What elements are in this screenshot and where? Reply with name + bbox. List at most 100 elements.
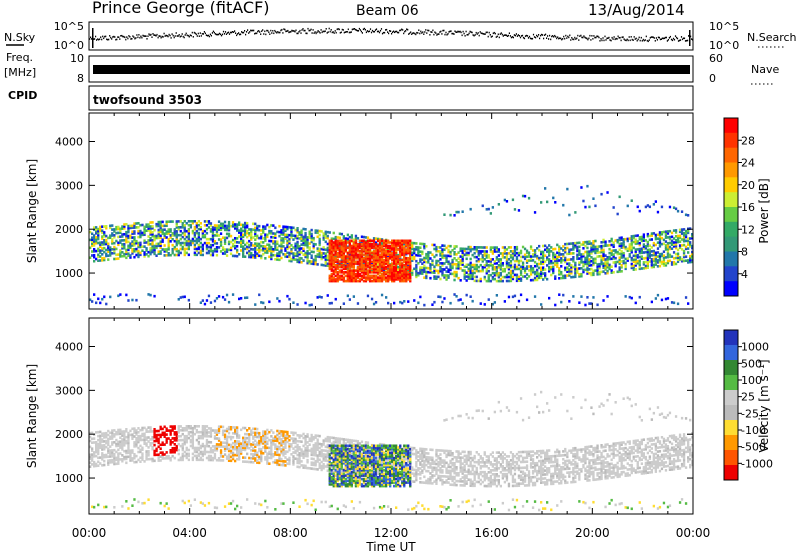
echo-cell	[662, 262, 666, 265]
echo-cell	[91, 447, 94, 450]
echo-cell	[413, 299, 416, 302]
echo-cell	[664, 230, 668, 233]
echo-cell	[687, 237, 690, 240]
nsky-point	[648, 39, 650, 41]
echo-cell	[177, 251, 180, 255]
echo-cell	[519, 279, 523, 282]
echo-cell	[143, 253, 146, 256]
echo-cell	[461, 261, 464, 264]
nsky-point	[661, 37, 663, 40]
echo-cell	[276, 242, 279, 246]
echo-cell	[453, 293, 456, 296]
echo-cell	[382, 265, 386, 269]
echo-cell	[533, 270, 537, 274]
echo-cell	[350, 272, 354, 276]
echo-cell	[131, 435, 134, 438]
nsky-point	[567, 35, 569, 38]
echo-cell	[509, 269, 513, 273]
echo-cell	[542, 250, 545, 254]
echo-cell	[362, 271, 366, 274]
echo-cell	[328, 244, 331, 248]
echo-cell	[314, 243, 317, 246]
echo-cell	[566, 246, 569, 250]
echo-cell	[330, 274, 333, 278]
echo-cell	[536, 272, 539, 276]
echo-cell	[151, 240, 154, 244]
echo-cell	[513, 263, 517, 267]
echo-cell	[197, 220, 201, 223]
echo-cell	[670, 247, 674, 250]
nsky-point	[163, 32, 165, 35]
echo-cell	[612, 253, 615, 256]
echo-cell	[99, 446, 102, 449]
echo-cell	[103, 258, 106, 262]
echo-cell	[477, 259, 480, 263]
nsky-point	[254, 32, 256, 35]
echo-cell	[95, 450, 98, 454]
echo-cell	[590, 302, 593, 305]
echo-cell	[147, 241, 150, 244]
echo-cell	[209, 230, 213, 233]
echo-cell	[250, 234, 253, 237]
echo-cell	[193, 239, 197, 243]
echo-cell	[523, 253, 527, 257]
echo-cell	[666, 232, 670, 235]
echo-cell	[278, 244, 281, 248]
nsky-point	[169, 34, 171, 37]
echo-cell	[274, 240, 277, 243]
echo-cell	[127, 228, 130, 232]
echo-cell	[566, 242, 569, 246]
echo-cell	[115, 450, 118, 454]
echo-cell	[608, 267, 611, 271]
echo-cell	[149, 250, 152, 254]
echo-cell	[670, 263, 674, 266]
echo-cell	[443, 213, 446, 216]
echo-cell	[231, 225, 235, 228]
echo-cell	[119, 440, 122, 443]
echo-cell	[529, 247, 533, 250]
echo-cell	[324, 240, 327, 244]
echo-cell	[453, 247, 456, 250]
echo-cell	[628, 243, 631, 246]
echo-cell	[111, 242, 114, 245]
echo-cell	[284, 227, 287, 231]
nsky-point	[363, 27, 365, 30]
echo-cell	[409, 274, 412, 278]
echo-cell	[272, 253, 275, 257]
echo-cell	[374, 258, 378, 262]
echo-cell	[354, 278, 358, 281]
echo-cell	[356, 271, 360, 274]
echo-cell	[378, 271, 382, 274]
echo-cell	[103, 250, 106, 254]
echo-cell	[509, 254, 513, 257]
echo-cell	[382, 250, 386, 253]
echo-cell	[497, 279, 501, 283]
echo-cell	[443, 254, 446, 257]
echo-cell	[618, 236, 621, 240]
echo-cell	[548, 267, 551, 271]
echo-cell	[558, 251, 561, 254]
echo-cell	[167, 220, 170, 223]
echo-cell	[254, 252, 257, 255]
echo-cell	[401, 269, 404, 272]
echo-cell	[674, 256, 678, 260]
echo-cell	[689, 245, 692, 248]
echo-cell	[121, 227, 124, 230]
echo-cell	[586, 254, 589, 258]
echo-cell	[342, 253, 346, 257]
echo-cell	[95, 454, 98, 458]
nsky-point	[341, 28, 343, 31]
nsky-point	[187, 34, 189, 37]
echo-cell	[149, 227, 152, 230]
echo-cell	[117, 454, 120, 457]
echo-cell	[99, 255, 102, 258]
echo-cell	[380, 253, 384, 257]
echo-cell	[691, 256, 694, 260]
echo-cell	[564, 250, 567, 254]
echo-cell	[318, 249, 321, 253]
echo-cell	[115, 253, 118, 257]
nsky-point	[195, 33, 197, 36]
echo-cell	[147, 225, 150, 228]
echo-cell	[620, 256, 623, 259]
echo-cell	[115, 462, 118, 466]
